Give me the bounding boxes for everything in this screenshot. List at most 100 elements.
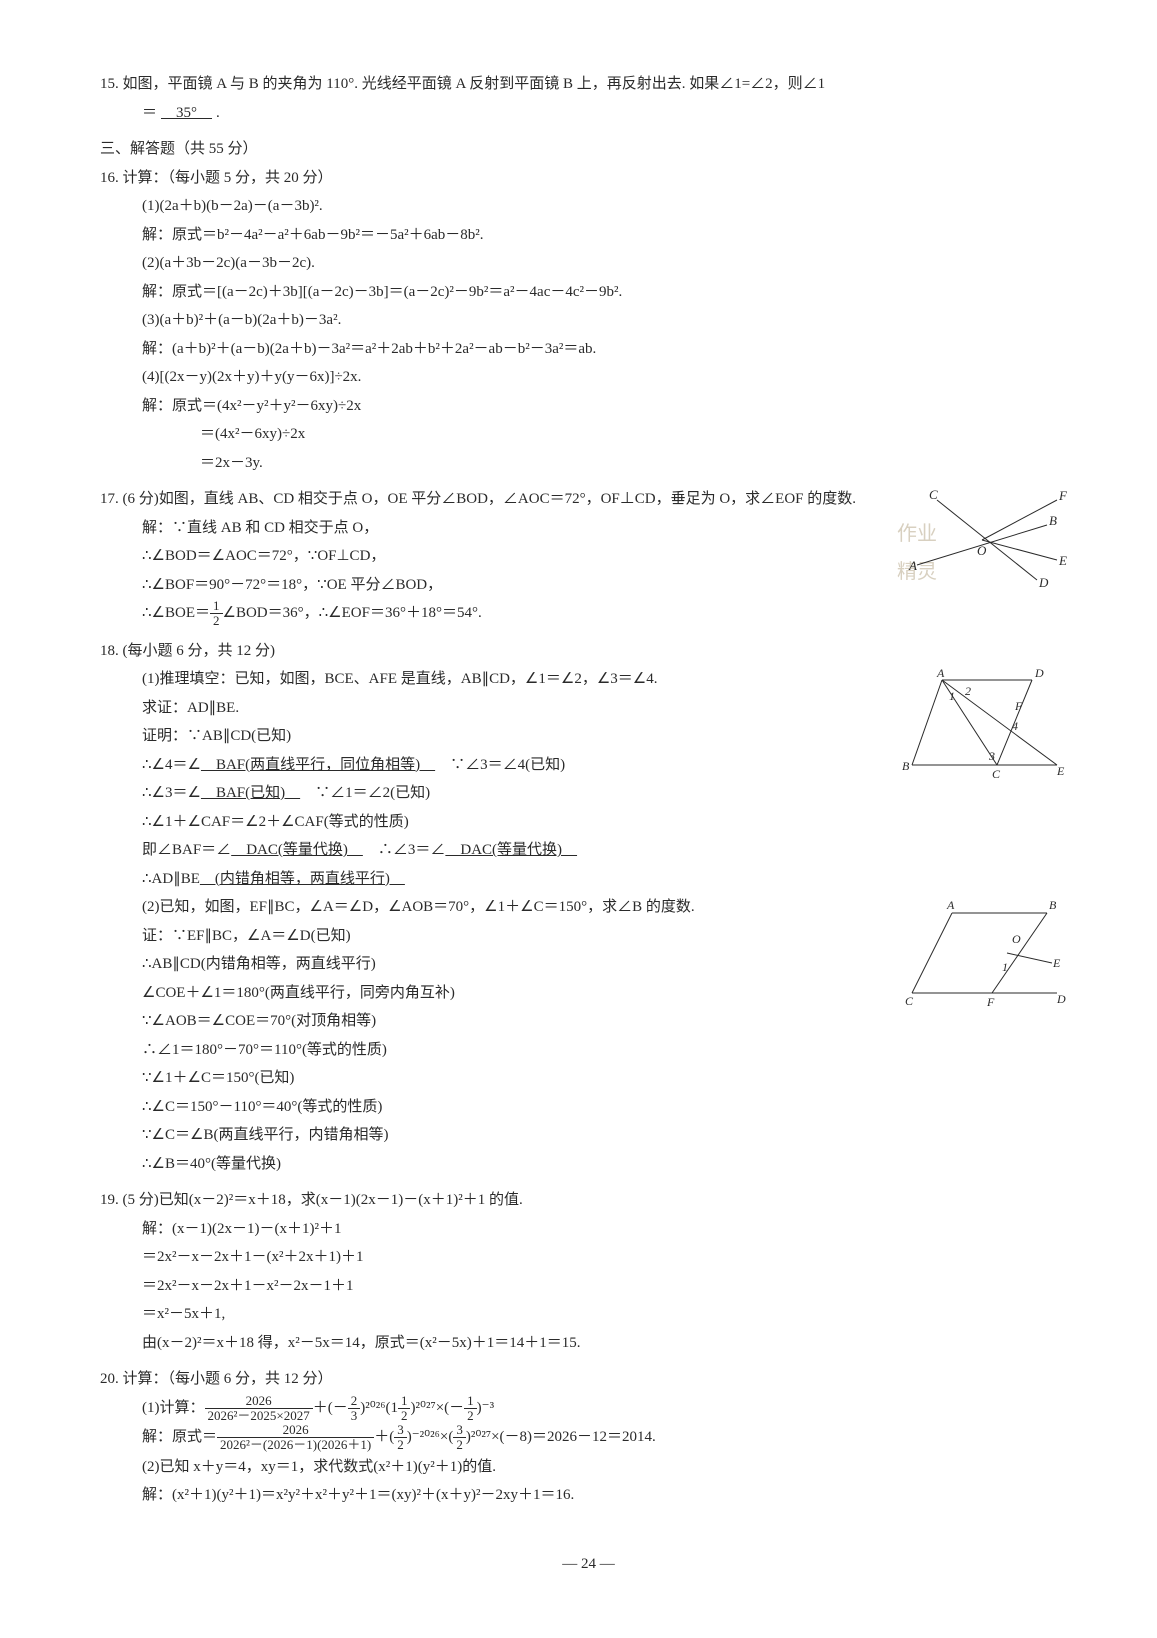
q16-p3: (3)(a＋b)²＋(a－b)(2a＋b)－3a². (100, 306, 1077, 335)
svg-text:B: B (1049, 898, 1057, 912)
q18-l5c: ∴∠3＝∠ (363, 842, 446, 858)
q20-p2: (2)已知 x＋y＝4，xy＝1，求代数式(x²＋1)(y²＋1)的值. (100, 1453, 1077, 1482)
q17-head: 17. (6 分)如图，直线 AB、CD 相交于点 O，OE 平分∠BOD，∠A… (100, 485, 887, 514)
q18-l5-fill2: DAC(等量代换) (445, 842, 577, 858)
svg-text:4: 4 (1012, 719, 1018, 733)
q17-figure: A B C D E F O (887, 485, 1077, 595)
q19-l2: ＝2x²－x－2x＋1－(x²＋2x＋1)＋1 (100, 1243, 1077, 1272)
q18-s5: ∴∠1＝180°－70°＝110°(等式的性质) (100, 1036, 887, 1065)
q18-l5-fill1: DAC(等量代换) (231, 842, 363, 858)
q17-l4b: ∠BOD＝36°，∴∠EOF＝36°＋18°＝54°. (223, 605, 482, 621)
q20-sol1-frac3: 32 (453, 1423, 466, 1453)
q18-p1: (1)推理填空：已知，如图，BCE、AFE 是直线，AB∥CD，∠1＝∠2，∠3… (100, 665, 887, 694)
q18-diagram2-svg: A B C D E F O 1 (897, 893, 1067, 1013)
lbl-O: O (977, 543, 987, 558)
q18-figure2: A B C D E F O 1 (887, 893, 1077, 1013)
q16-p4: (4)[(2x－y)(2x＋y)＋y(y－6x)]÷2x. (100, 363, 1077, 392)
q18-s3: ∠COE＋∠1＝180°(两直线平行，同旁内角互补) (100, 979, 887, 1008)
q20-sol1: 解：原式＝20262026²－(2026－1)(2026＋1)＋(32)⁻²⁰²… (100, 1423, 1077, 1453)
q18-s6: ∵∠1＋∠C＝150°(已知) (100, 1064, 887, 1093)
question-18: 18. (每小题 6 分，共 12 分) (1)推理填空：已知，如图，BCE、A… (100, 637, 1077, 1179)
q19-l4: ＝x²－5x＋1, (100, 1300, 1077, 1329)
q18-figure1: A B C D E F 1 2 3 4 (887, 665, 1077, 785)
lbl-B: B (1049, 513, 1057, 528)
q20-sol1-frac2: 32 (394, 1423, 407, 1453)
q17-l2: ∴∠BOD＝∠AOC＝72°，∵OF⊥CD， (100, 542, 887, 571)
q18-l6-fill: (内错角相等，两直线平行) (200, 871, 405, 887)
svg-text:F: F (1014, 699, 1023, 713)
q18-s7: ∴∠C＝150°－110°＝40°(等式的性质) (100, 1093, 887, 1122)
svg-text:O: O (1012, 932, 1021, 946)
q18-p1b: 求证：AD∥BE. (100, 694, 887, 723)
q18-l3: ∴∠3＝∠ BAF(已知) ∵∠1＝∠2(已知) (100, 779, 887, 808)
q18-l5a: 即∠BAF＝∠ (142, 842, 231, 858)
svg-text:D: D (1034, 666, 1044, 680)
q18-l2a: ∴∠4＝∠ (142, 757, 201, 773)
q19-l3: ＝2x²－x－2x＋1－x²－2x－1＋1 (100, 1272, 1077, 1301)
q20-sol1-frac1: 20262026²－(2026－1)(2026＋1) (217, 1423, 374, 1453)
q18-l3-fill: BAF(已知) (201, 785, 300, 801)
q20-p1d: )²⁰²⁷×(－ (410, 1400, 464, 1416)
q16-p3-sol: 解：(a＋b)²＋(a－b)(2a＋b)－3a²＝a²＋2ab＋b²＋2a²－a… (100, 335, 1077, 364)
lbl-A: A (908, 558, 917, 573)
q20-frac1: 20262026²－2025×2027 (205, 1394, 313, 1424)
svg-text:C: C (905, 994, 914, 1008)
q17-l1: 解：∵直线 AB 和 CD 相交于点 O， (100, 514, 887, 543)
q18-l6: ∴AD∥BE (内错角相等，两直线平行) (100, 865, 887, 894)
q15-line2: ＝ 35° . (100, 99, 1077, 128)
q15-answer: 35° (157, 105, 216, 121)
q18-l3c: ∵∠1＝∠2(已知) (300, 785, 430, 801)
q17-l4a: ∴∠BOE＝ (142, 605, 210, 621)
q20-p1e: )⁻³ (477, 1400, 494, 1416)
q18-s4: ∵∠AOB＝∠COE＝70°(对顶角相等) (100, 1007, 887, 1036)
lbl-E: E (1058, 553, 1067, 568)
q18-p2: (2)已知，如图，EF∥BC，∠A＝∠D，∠AOB＝70°，∠1＋∠C＝150°… (100, 893, 887, 922)
q20-p1a: (1)计算： (142, 1400, 205, 1416)
section-3-heading: 三、解答题（共 55 分） (100, 135, 1077, 164)
q16-p2: (2)(a＋3b－2c)(a－3b－2c). (100, 249, 1077, 278)
q20-frac2: 23 (348, 1394, 361, 1424)
svg-text:2: 2 (965, 684, 971, 698)
svg-text:A: A (936, 666, 945, 680)
q15-eq: ＝ (142, 105, 157, 121)
q16-p4-sol3: ＝2x－3y. (100, 449, 1077, 478)
question-19: 19. (5 分)已知(x－2)²＝x＋18，求(x－1)(2x－1)－(x＋1… (100, 1186, 1077, 1357)
q18-head: 18. (每小题 6 分，共 12 分) (100, 637, 1077, 666)
q19-l1: 解：(x－1)(2x－1)－(x＋1)²＋1 (100, 1215, 1077, 1244)
q16-p4-sol1: 解：原式＝(4x²－y²＋y²－6xy)÷2x (100, 392, 1077, 421)
q17-l4: ∴∠BOE＝12∠BOD＝36°，∴∠EOF＝36°＋18°＝54°. (100, 599, 887, 629)
q18-s2: ∴AB∥CD(内错角相等，两直线平行) (100, 950, 887, 979)
q18-s8: ∵∠C＝∠B(两直线平行，内错角相等) (100, 1121, 887, 1150)
lbl-F: F (1058, 488, 1067, 503)
q17-diagram-svg: A B C D E F O (897, 485, 1067, 595)
q18-l5: 即∠BAF＝∠ DAC(等量代换) ∴∠3＝∠ DAC(等量代换) (100, 836, 887, 865)
svg-text:1: 1 (949, 689, 955, 703)
q19-head: 19. (5 分)已知(x－2)²＝x＋18，求(x－1)(2x－1)－(x＋1… (100, 1186, 1077, 1215)
q20-head: 20. 计算：（每小题 6 分，共 12 分） (100, 1365, 1077, 1394)
q20-frac3: 12 (398, 1394, 411, 1424)
q20-sol1c: )⁻²⁰²⁶×( (407, 1429, 454, 1445)
lbl-D: D (1038, 575, 1049, 590)
q15-line1: 15. 如图，平面镜 A 与 B 的夹角为 110°. 光线经平面镜 A 反射到… (100, 70, 1077, 99)
q16-p1-sol: 解：原式＝b²－4a²－a²＋6ab－9b²＝－5a²＋6ab－8b². (100, 221, 1077, 250)
page-number: — 24 — (100, 1550, 1077, 1579)
q20-sol1b: ＋( (374, 1429, 394, 1445)
q16-head: 16. 计算：（每小题 5 分，共 20 分） (100, 164, 1077, 193)
q20-sol1a: 解：原式＝ (142, 1429, 217, 1445)
q15-period: . (216, 105, 220, 121)
q18-diagram1-svg: A B C D E F 1 2 3 4 (897, 665, 1067, 785)
question-20: 20. 计算：（每小题 6 分，共 12 分） (1)计算：20262026²－… (100, 1365, 1077, 1510)
q18-l4: ∴∠1＋∠CAF＝∠2＋∠CAF(等式的性质) (100, 808, 887, 837)
question-16: 16. 计算：（每小题 5 分，共 20 分） (1)(2a＋b)(b－2a)－… (100, 164, 1077, 478)
q20-p1c: )²⁰²⁶(1 (360, 1400, 398, 1416)
svg-text:3: 3 (988, 749, 995, 763)
q16-p2-sol: 解：原式＝[(a－2c)＋3b][(a－2c)－3b]＝(a－2c)²－9b²＝… (100, 278, 1077, 307)
svg-text:E: E (1052, 956, 1061, 970)
q18-s1: 证：∵EF∥BC，∠A＝∠D(已知) (100, 922, 887, 951)
question-17: 17. (6 分)如图，直线 AB、CD 相交于点 O，OE 平分∠BOD，∠A… (100, 485, 1077, 629)
q18-l2-fill: BAF(两直线平行，同位角相等) (201, 757, 435, 773)
q18-s9: ∴∠B＝40°(等量代换) (100, 1150, 887, 1179)
frac-half: 12 (210, 599, 223, 629)
question-15: 15. 如图，平面镜 A 与 B 的夹角为 110°. 光线经平面镜 A 反射到… (100, 70, 1077, 127)
q18-l3a: ∴∠3＝∠ (142, 785, 201, 801)
